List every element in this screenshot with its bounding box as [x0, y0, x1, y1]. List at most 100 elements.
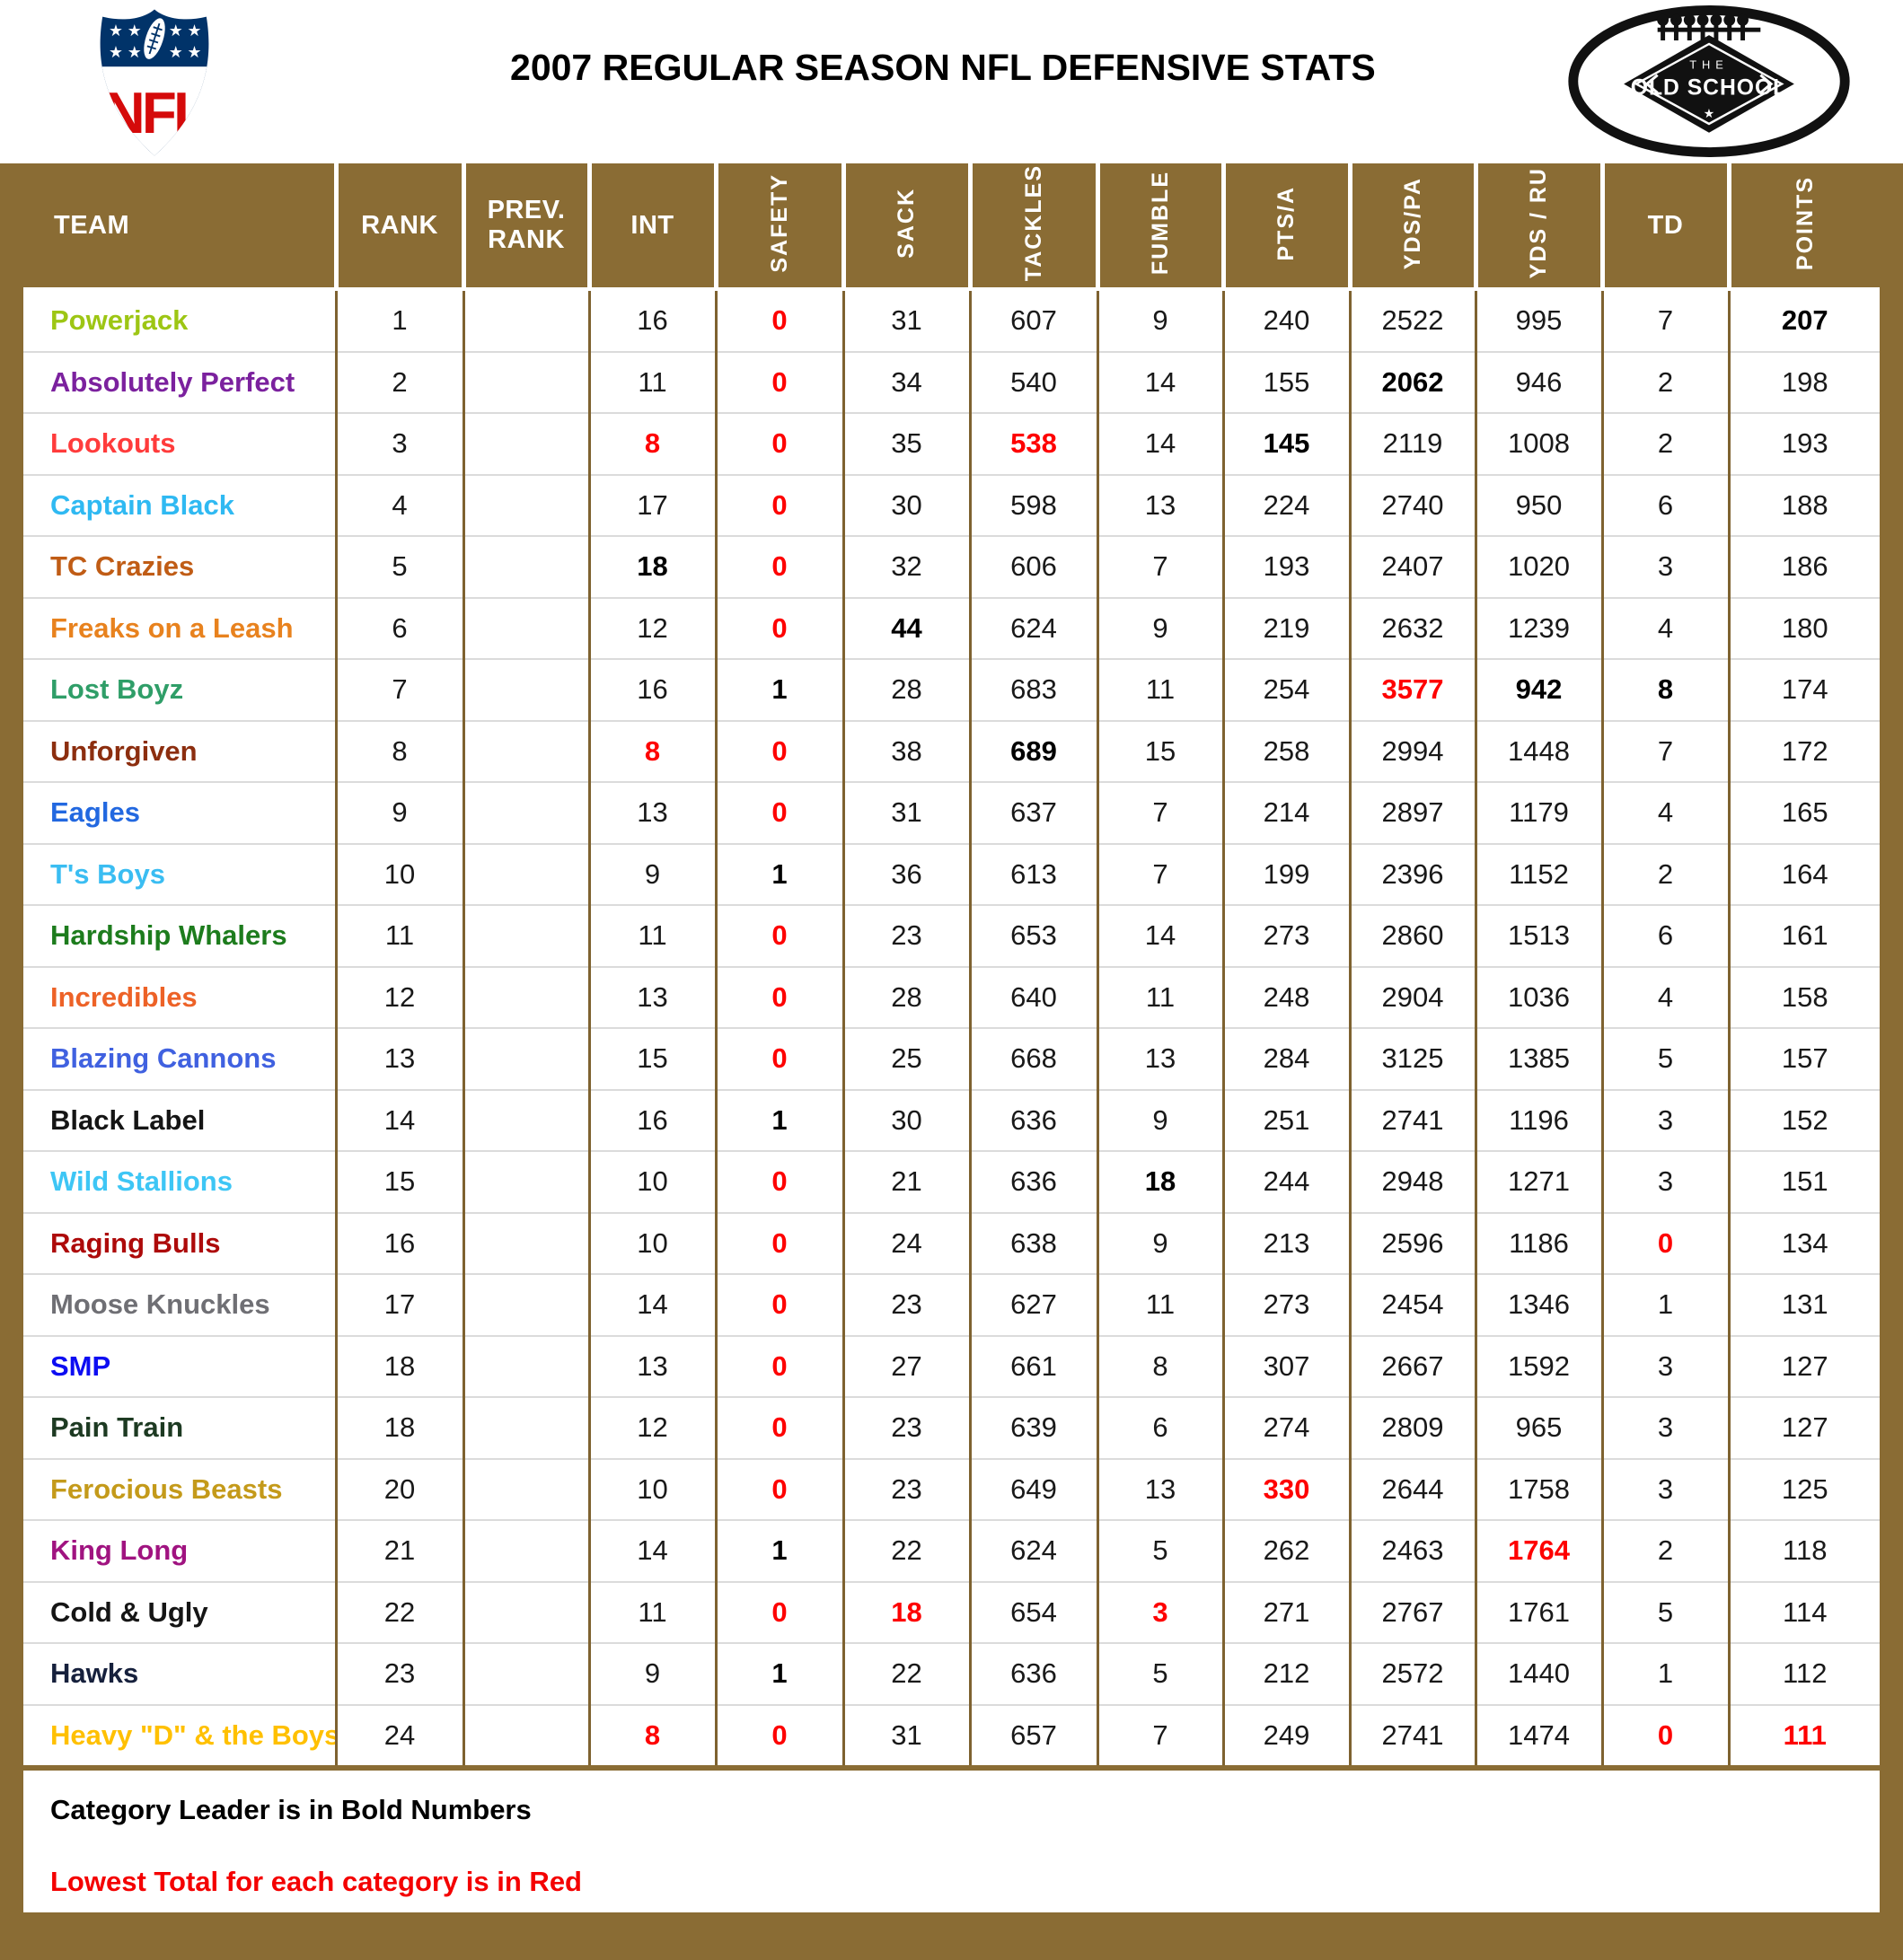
stat-td: 4	[1600, 596, 1729, 659]
stat-ptsa: 262	[1221, 1519, 1350, 1582]
stat-int: 8	[587, 719, 716, 782]
stat-td: 0	[1600, 1703, 1729, 1765]
stat-td: 2	[1600, 1519, 1729, 1582]
team-name: Absolutely Perfect	[23, 350, 336, 413]
stat-ydspa: 2667	[1348, 1334, 1476, 1397]
stat-prev	[462, 1211, 589, 1274]
stat-safety: 1	[714, 1519, 843, 1582]
team-name: Ferocious Beasts	[23, 1457, 336, 1520]
stat-ydsru: 1271	[1474, 1150, 1602, 1213]
stat-ydspa: 3577	[1348, 658, 1476, 721]
stat-int: 18	[587, 535, 716, 598]
stat-ptsa: 248	[1221, 965, 1350, 1028]
stats-table: TEAM RANK PREV. RANK INT SAFETY SACK TACKLES FU…	[23, 163, 1880, 1765]
stat-sack: 30	[841, 473, 970, 536]
stat-points: 198	[1727, 350, 1880, 413]
column-header-label: YDS/PA	[1399, 176, 1425, 270]
stat-int: 10	[587, 1150, 716, 1213]
table-row: Cold & Ugly 22 11 0 18 654 3 271 2767 1761 5 114	[23, 1580, 1880, 1643]
stat-fumble: 9	[1096, 1088, 1223, 1151]
team-name: Captain Black	[23, 473, 336, 536]
svg-text:★: ★	[128, 22, 142, 40]
stat-ydspa: 2396	[1348, 842, 1476, 905]
svg-text:★: ★	[169, 22, 183, 40]
stat-td: 7	[1600, 289, 1729, 352]
stat-tackles: 683	[968, 658, 1097, 721]
stat-safety: 0	[714, 1580, 843, 1643]
stat-ydspa: 2904	[1348, 965, 1476, 1028]
stat-ptsa: 219	[1221, 596, 1350, 659]
stat-sack: 31	[841, 289, 970, 352]
stat-td: 2	[1600, 842, 1729, 905]
table-row: Lookouts 3 8 0 35 538 14 145 2119 1008 2 193	[23, 412, 1880, 475]
stat-points: 180	[1727, 596, 1880, 659]
stat-prev	[462, 350, 589, 413]
stat-prev	[462, 535, 589, 598]
stat-fumble: 7	[1096, 535, 1223, 598]
stat-tackles: 653	[968, 904, 1097, 967]
stat-td: 3	[1600, 1150, 1729, 1213]
stat-ydsru: 1179	[1474, 781, 1602, 844]
stat-safety: 0	[714, 1027, 843, 1090]
stat-fumble: 9	[1096, 596, 1223, 659]
stat-ydspa: 2463	[1348, 1519, 1476, 1582]
stat-ydspa: 2407	[1348, 535, 1476, 598]
team-name: Hawks	[23, 1642, 336, 1705]
stat-tackles: 607	[968, 289, 1097, 352]
legend-red-note: Lowest Total for each category is in Red	[50, 1866, 582, 1897]
stat-points: 193	[1727, 412, 1880, 475]
stat-safety: 0	[714, 781, 843, 844]
stat-sack: 18	[841, 1580, 970, 1643]
team-name: T's Boys	[23, 842, 336, 905]
stat-ptsa: 199	[1221, 842, 1350, 905]
stat-tackles: 540	[968, 350, 1097, 413]
stat-fumble: 11	[1096, 658, 1223, 721]
stat-fumble: 7	[1096, 842, 1223, 905]
stat-td: 1	[1600, 1642, 1729, 1705]
stat-tackles: 654	[968, 1580, 1097, 1643]
stat-int: 11	[587, 350, 716, 413]
stat-td: 3	[1600, 1334, 1729, 1397]
column-header-points: POINTS	[1726, 163, 1880, 291]
stat-rank: 11	[334, 904, 463, 967]
stat-tackles: 657	[968, 1703, 1097, 1765]
stat-ydspa: 2741	[1348, 1088, 1476, 1151]
table-row: Powerjack 1 16 0 31 607 9 240 2522 995 7 207	[23, 289, 1880, 352]
stat-ydspa: 2454	[1348, 1273, 1476, 1336]
stat-rank: 20	[334, 1457, 463, 1520]
stat-safety: 1	[714, 1088, 843, 1151]
stat-ydsru: 1448	[1474, 719, 1602, 782]
nfl-logo-icon: ★ ★ ★ ★ ★ ★ ★ ★ NFL	[100, 9, 209, 156]
stat-ptsa: 212	[1221, 1642, 1350, 1705]
stat-prev	[462, 1150, 589, 1213]
stat-points: 186	[1727, 535, 1880, 598]
stat-td: 4	[1600, 965, 1729, 1028]
column-header-label: PTS/A	[1273, 185, 1299, 261]
stat-safety: 0	[714, 719, 843, 782]
stat-ydsru: 1186	[1474, 1211, 1602, 1274]
stat-rank: 17	[334, 1273, 463, 1336]
stat-prev	[462, 904, 589, 967]
stat-tackles: 649	[968, 1457, 1097, 1520]
stat-ydspa: 2062	[1348, 350, 1476, 413]
stat-int: 16	[587, 289, 716, 352]
header-row: TEAM RANK PREV. RANK INT SAFETY SACK TACKLES FU…	[23, 163, 1880, 291]
stat-fumble: 6	[1096, 1396, 1223, 1459]
stat-td: 5	[1600, 1027, 1729, 1090]
column-header-label: FUMBLE	[1147, 171, 1173, 276]
stat-int: 8	[587, 412, 716, 475]
column-header-rank: RANK	[333, 163, 463, 291]
stat-td: 3	[1600, 1088, 1729, 1151]
stat-fumble: 5	[1096, 1642, 1223, 1705]
svg-text:★: ★	[188, 22, 202, 40]
stat-fumble: 7	[1096, 781, 1223, 844]
table-row: Captain Black 4 17 0 30 598 13 224 2740 950 6 188	[23, 473, 1880, 536]
stat-ydspa: 2897	[1348, 781, 1476, 844]
svg-text:★: ★	[188, 43, 202, 62]
team-name: SMP	[23, 1334, 336, 1397]
stat-tackles: 636	[968, 1088, 1097, 1151]
stat-rank: 23	[334, 1642, 463, 1705]
stat-fumble: 9	[1096, 1211, 1223, 1274]
stat-tackles: 668	[968, 1027, 1097, 1090]
